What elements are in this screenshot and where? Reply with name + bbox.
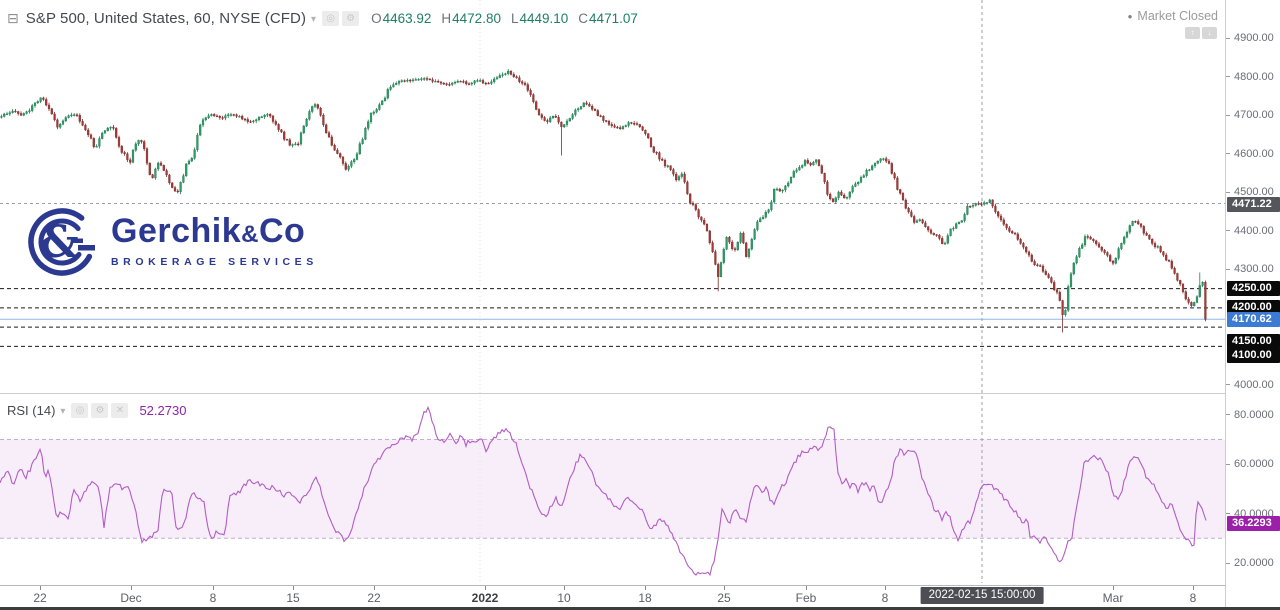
time-tick-mark [1193, 586, 1194, 590]
eye-icon[interactable]: ◎ [71, 402, 89, 418]
close-value: 4471.07 [589, 10, 638, 26]
candlesticks-layer [0, 68, 1207, 333]
window-bottom-edge [0, 607, 1280, 610]
pane-up-button[interactable]: ↑ [1185, 27, 1200, 39]
price-badge: 4200.00 [1227, 299, 1280, 315]
open-value: 4463.92 [382, 10, 432, 26]
price-badge: 4170.62 [1227, 311, 1280, 327]
time-tick-mark [885, 586, 886, 590]
chevron-down-icon[interactable]: ▾ [60, 405, 66, 417]
time-tick-mark [213, 586, 214, 590]
brand-name: Gerchik&Co [111, 212, 306, 250]
time-tick-mark [1113, 586, 1114, 590]
gear-icon[interactable]: ⚙ [342, 10, 360, 26]
price-axis-tick: 4300.00 [1226, 262, 1274, 276]
price-badge: 4250.00 [1227, 280, 1280, 296]
price-axis[interactable]: 4900.00 4800.00 4700.00 4600.00 4500.00 4400.… [1225, 0, 1280, 610]
time-axis-label: 8 [881, 591, 889, 605]
time-axis-label: 25 [717, 591, 731, 605]
status-dot-icon: ● [1127, 11, 1133, 21]
high-value: 4472.80 [452, 10, 501, 26]
rsi-value: 52.2730 [139, 402, 187, 418]
high-label: H [441, 10, 452, 26]
low-value: 4449.10 [519, 10, 569, 26]
market-status: ● Market Closed [1128, 9, 1218, 23]
rsi-axis-tick: 80.0000 [1226, 408, 1274, 422]
time-axis-label: 8 [209, 591, 217, 605]
low-label: L [510, 10, 519, 26]
chevron-down-icon[interactable]: ▾ [311, 13, 317, 25]
price-axis-tick: 4400.00 [1226, 224, 1274, 238]
time-axis-label: Dec [120, 591, 142, 605]
gerchik-logo-emblem: & [28, 208, 96, 276]
collapse-pane-icon[interactable]: ⊟ [7, 10, 19, 26]
gear-icon[interactable]: ⚙ [91, 402, 109, 418]
rsi-label[interactable]: RSI (14) [7, 402, 56, 418]
chart-canvas[interactable] [0, 0, 1225, 585]
rsi-line [0, 405, 1207, 577]
time-tick-mark [485, 586, 486, 590]
cursor-time-badge: 2022-02-15 15:00:00 [920, 587, 1044, 604]
price-axis-tick: 4600.00 [1226, 147, 1274, 161]
time-axis-label: Feb [795, 591, 817, 605]
time-axis-label: 2022 [471, 591, 499, 605]
brand-tagline: BROKERAGE SERVICES [111, 256, 318, 268]
time-axis-label: 10 [557, 591, 571, 605]
time-tick-mark [131, 586, 132, 590]
rsi-axis-tick: 20.0000 [1226, 556, 1274, 570]
rsi-band [0, 439, 1225, 539]
time-axis-label: 15 [286, 591, 300, 605]
price-axis-tick: 4500.00 [1226, 185, 1274, 199]
time-axis[interactable]: 22 Dec 8 15 22 2022 10 18 25 Feb 8 Mar 8 2022-02-15 1… [0, 585, 1225, 608]
price-badge: 4150.00 [1227, 333, 1280, 349]
price-axis-tick: 4700.00 [1226, 108, 1274, 122]
rsi-legend: RSI (14) ▾ ◎ ⚙ ✕ 52.2730 [7, 401, 186, 419]
close-label: C [578, 10, 589, 26]
price-badge: 4100.00 [1227, 347, 1280, 363]
price-badge: 4471.22 [1227, 196, 1280, 212]
time-tick-mark [724, 586, 725, 590]
time-tick-mark [564, 586, 565, 590]
ohlc-values: O 4463.92 H 4472.80 L 4449.10 C 4471.07 [371, 11, 648, 26]
time-axis-label: 22 [33, 591, 47, 605]
price-axis-tick: 4900.00 [1226, 31, 1274, 45]
time-tick-mark [374, 586, 375, 590]
close-icon[interactable]: ✕ [111, 402, 129, 418]
pane-down-button[interactable]: ↓ [1202, 27, 1217, 39]
pane-scroll-buttons: ↑ ↓ [1185, 27, 1217, 39]
time-axis-label: 22 [367, 591, 381, 605]
time-axis-label: Mar [1102, 591, 1124, 605]
rsi-axis-tick: 60.0000 [1226, 457, 1274, 471]
time-tick-mark [40, 586, 41, 590]
price-axis-tick: 4800.00 [1226, 70, 1274, 84]
time-axis-label: 8 [1189, 591, 1197, 605]
market-status-text: Market Closed [1137, 9, 1218, 23]
open-label: O [371, 10, 382, 26]
time-axis-label: 18 [638, 591, 652, 605]
eye-icon[interactable]: ◎ [322, 10, 340, 26]
rsi-value-badge: 36.2293 [1227, 515, 1280, 531]
price-axis-tick: 4000.00 [1226, 378, 1274, 392]
time-tick-mark [806, 586, 807, 590]
broker-watermark: & Gerchik&Co BROKERAGE SERVICES [22, 202, 318, 282]
time-tick-mark [645, 586, 646, 590]
time-tick-mark [293, 586, 294, 590]
symbol-title[interactable]: S&P 500, United States, 60, NYSE (CFD) [25, 9, 307, 27]
symbol-legend: ⊟ S&P 500, United States, 60, NYSE (CFD)… [7, 8, 648, 28]
svg-text:&: & [39, 217, 79, 268]
